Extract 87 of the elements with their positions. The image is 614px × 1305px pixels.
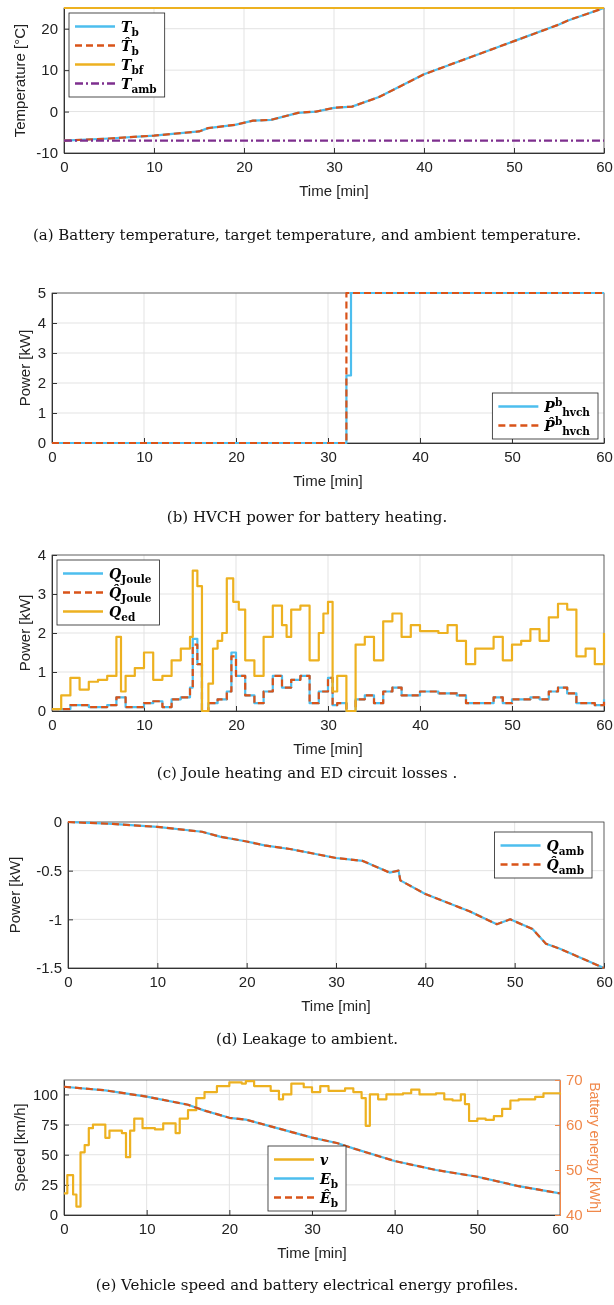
y-tick-label: -10 <box>36 144 58 162</box>
x-tick-label: 50 <box>469 1219 487 1237</box>
x-tick-label: 40 <box>417 972 435 990</box>
x-tick-label: 40 <box>416 157 433 175</box>
y-tick-label: 5 <box>37 284 46 302</box>
x-tick-label: 50 <box>506 972 524 990</box>
y2-tick-label: 40 <box>566 1206 583 1224</box>
x-tick-label: 20 <box>221 1219 239 1237</box>
x-tick-label: 60 <box>552 1219 569 1237</box>
x-tick-label: 40 <box>412 447 429 465</box>
x-tick-label: 50 <box>504 447 521 465</box>
x-tick-label: 30 <box>326 157 343 175</box>
legend-label: Q$_{Joule}$ <box>109 565 152 585</box>
y-tick-label: -1 <box>48 910 62 928</box>
y2-tick-label: 60 <box>566 1116 583 1134</box>
x-tick-label: 0 <box>64 972 73 990</box>
y-tick-label: 0 <box>53 813 62 831</box>
x-tick-label: 30 <box>320 715 337 733</box>
y2-tick-label: 50 <box>566 1161 583 1179</box>
x-tick-label: 50 <box>504 715 521 733</box>
y-axis-title: Temperature [°C] <box>10 23 28 138</box>
x-axis-title: Time [min] <box>293 740 363 757</box>
x-tick-label: 30 <box>320 447 337 465</box>
y-axis-title: Power [kW] <box>6 856 23 934</box>
y-tick-label: 25 <box>41 1176 58 1194</box>
x-tick-label: 10 <box>149 972 167 990</box>
y-tick-label: -1.5 <box>36 959 62 977</box>
y2-tick-label: 70 <box>566 1071 583 1089</box>
x-axis-title: Time [min] <box>299 182 369 199</box>
x-tick-label: 60 <box>596 447 613 465</box>
y-tick-label: 50 <box>41 1146 58 1164</box>
legend-label: T$_{bf}$ <box>121 56 145 76</box>
x-axis-title: Time [min] <box>293 472 363 489</box>
legend-label: Ê$_{b}$ <box>318 1188 339 1209</box>
y-tick-label: 0 <box>49 1206 58 1224</box>
text: (d) Leakage to ambient. <box>216 1030 398 1048</box>
legend-label: Q$_{ed}$ <box>109 603 136 623</box>
x-tick-label: 30 <box>304 1219 321 1237</box>
legend-label: Q̂$_{amb}$ <box>546 855 584 876</box>
x-tick-label: 60 <box>596 715 613 733</box>
x-tick-label: 20 <box>228 447 245 465</box>
y-tick-label: 3 <box>37 344 46 362</box>
legend-label: T$_{b}$ <box>121 18 139 38</box>
x-axis-title: Time [min] <box>301 997 371 1014</box>
legend-label: T̂$_{b}$ <box>121 36 139 57</box>
y2-axis-title: Battery energy [kWh] <box>587 1082 603 1213</box>
x-tick-label: 10 <box>138 1219 156 1237</box>
x-tick-label: 40 <box>386 1219 404 1237</box>
y-tick-label: 1 <box>37 404 46 422</box>
text: (b) HVCH power for battery heating. <box>166 508 448 526</box>
y-tick-label: 0 <box>37 434 46 452</box>
text: (e) Vehicle speed and battery electrical energy profiles. <box>95 1276 519 1294</box>
y-tick-label: 2 <box>37 374 46 392</box>
y-axis-title: Speed [km/h] <box>10 1103 28 1192</box>
legend-label: E$_{b}$ <box>318 1170 339 1190</box>
y-tick-label: 75 <box>41 1115 58 1133</box>
y-tick-label: 0 <box>37 702 46 720</box>
x-tick-label: 50 <box>506 157 523 175</box>
x-tick-label: 60 <box>596 157 613 175</box>
x-tick-label: 30 <box>328 972 345 990</box>
legend-label: T$_{amb}$ <box>121 75 157 95</box>
x-tick-label: 20 <box>238 972 256 990</box>
x-tick-label: 60 <box>596 972 613 990</box>
legend-label: v <box>319 1151 329 1168</box>
x-tick-label: 10 <box>146 157 163 175</box>
y-tick-label: -0.5 <box>36 861 62 879</box>
y-tick-label: 2 <box>37 624 46 642</box>
y-axis-title: Power [kW] <box>15 594 33 672</box>
x-tick-label: 20 <box>236 157 253 175</box>
x-tick-label: 20 <box>228 715 245 733</box>
x-tick-label: 10 <box>136 715 153 733</box>
legend-label: Q$_{amb}$ <box>546 837 584 857</box>
line-series <box>66 820 606 970</box>
x-tick-label: 40 <box>412 715 429 733</box>
y-tick-label: 20 <box>41 20 58 38</box>
y-tick-label: 10 <box>41 61 58 79</box>
y-tick-label: 1 <box>37 663 46 681</box>
y-tick-label: 3 <box>37 585 46 603</box>
y-tick-label: 0 <box>49 102 58 120</box>
y-tick-label: 100 <box>32 1085 58 1103</box>
y-axis-title: Power [kW] <box>15 329 33 407</box>
y-tick-label: 4 <box>37 314 46 332</box>
x-axis-title: Time [min] <box>277 1244 347 1261</box>
text: (a) Battery temperature, target temperature, and ambient temperature. <box>32 226 582 244</box>
x-tick-label: 10 <box>136 447 153 465</box>
y-tick-label: 4 <box>37 546 46 564</box>
text: (c) Joule heating and ED circuit losses . <box>156 764 458 782</box>
